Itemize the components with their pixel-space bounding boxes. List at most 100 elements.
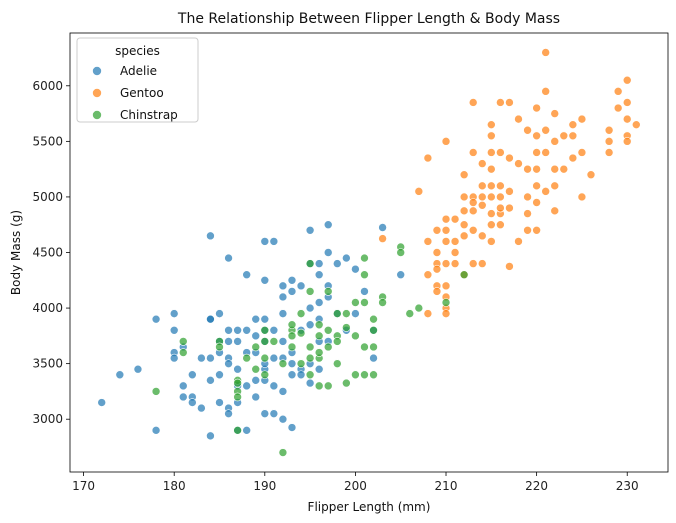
point-adelie-104 [242,325,251,335]
point-gentoo-101 [622,114,632,124]
point-gentoo-83 [550,164,560,174]
point-chinstrap-25 [305,287,315,296]
point-gentoo-46 [487,181,496,191]
point-gentoo-38 [477,181,487,191]
point-chinstrap-33 [323,287,333,296]
point-adelie-12 [188,398,197,407]
y-tick-label: 4500 [32,246,63,260]
point-adelie-65 [278,414,288,424]
point-adelie-27 [224,325,233,335]
points-layer [97,48,641,457]
point-chinstrap-18 [278,448,288,457]
point-chinstrap-63 [296,309,306,318]
point-gentoo-45 [487,164,496,174]
point-chinstrap-32 [314,381,324,391]
point-gentoo-21 [450,214,460,224]
point-adelie-43 [251,331,261,341]
point-adelie-33 [233,337,242,346]
point-adelie-18 [206,353,215,363]
point-adelie-24 [215,370,224,380]
point-adelie-101 [396,270,406,280]
point-chinstrap-52 [369,325,378,335]
x-tick-label: 170 [72,479,95,493]
point-chinstrap-37 [332,309,342,318]
point-gentoo-9 [432,264,442,274]
x-tick-label: 200 [344,479,367,493]
point-gentoo-59 [505,187,514,196]
point-gentoo-78 [541,125,550,135]
point-gentoo-37 [477,159,487,168]
point-chinstrap-15 [260,370,270,380]
point-adelie-21 [215,309,224,318]
point-gentoo-87 [559,164,569,174]
point-adelie-9 [178,381,188,391]
point-gentoo-70 [532,131,541,141]
point-gentoo-44 [487,148,496,157]
point-gentoo-43 [487,131,496,141]
point-adelie-82 [314,298,324,307]
point-chinstrap-27 [305,353,315,363]
point-adelie-46 [251,392,261,402]
point-gentoo-40 [477,231,487,241]
y-tick-label: 3000 [32,412,63,426]
point-adelie-77 [305,303,315,313]
point-adelie-58 [269,381,279,391]
point-adelie-91 [332,259,342,268]
point-adelie-34 [233,364,242,374]
point-adelie-8 [169,353,179,363]
y-tick-label: 5000 [32,190,63,204]
point-gentoo-93 [577,192,587,202]
point-adelie-10 [178,392,188,402]
point-adelie-38 [242,270,251,280]
point-chinstrap-57 [396,248,406,257]
point-adelie-67 [287,287,297,296]
point-gentoo-66 [523,164,532,174]
point-chinstrap-30 [314,331,324,341]
point-chinstrap-58 [405,309,415,318]
point-gentoo-77 [541,87,550,96]
y-tick-label: 3500 [32,357,63,371]
point-gentoo-91 [577,114,587,124]
point-adelie-85 [314,364,324,374]
point-gentoo-20 [441,309,451,318]
point-gentoo-2 [423,153,433,163]
point-chinstrap-35 [323,342,333,352]
point-chinstrap-16 [269,337,279,346]
point-gentoo-1 [414,187,424,196]
y-axis: 3000 3500 4000 4500 5000 5500 6000 [32,79,70,426]
point-gentoo-108 [477,192,487,202]
point-chinstrap-65 [369,342,378,352]
point-gentoo-58 [505,153,514,163]
point-gentoo-56 [496,203,505,213]
point-adelie-106 [278,337,288,346]
point-gentoo-14 [441,225,451,235]
point-adelie-93 [342,253,351,263]
point-gentoo-103 [622,137,632,146]
point-gentoo-55 [496,220,505,230]
point-gentoo-94 [586,170,596,179]
point-adelie-57 [269,353,279,363]
point-chinstrap-21 [287,342,297,352]
point-chinstrap-11 [251,364,261,374]
point-chinstrap-44 [351,331,360,341]
point-chinstrap-62 [287,320,297,330]
point-adelie-100 [378,223,387,232]
point-chinstrap-39 [332,337,342,346]
point-adelie-5 [169,309,179,318]
point-chinstrap-13 [260,337,270,346]
point-gentoo-82 [550,137,560,146]
point-gentoo-22 [450,237,460,246]
point-gentoo-6 [432,225,442,235]
point-gentoo-71 [532,148,541,157]
point-adelie-97 [360,287,369,296]
point-adelie-61 [278,292,288,302]
point-gentoo-17 [441,281,451,291]
point-adelie-16 [206,231,215,241]
point-gentoo-42 [487,120,496,129]
point-chinstrap-0 [151,387,161,396]
point-adelie-15 [197,403,206,413]
point-gentoo-92 [577,148,587,157]
point-gentoo-99 [622,75,632,85]
point-gentoo-74 [532,198,541,207]
point-gentoo-50 [487,237,496,246]
